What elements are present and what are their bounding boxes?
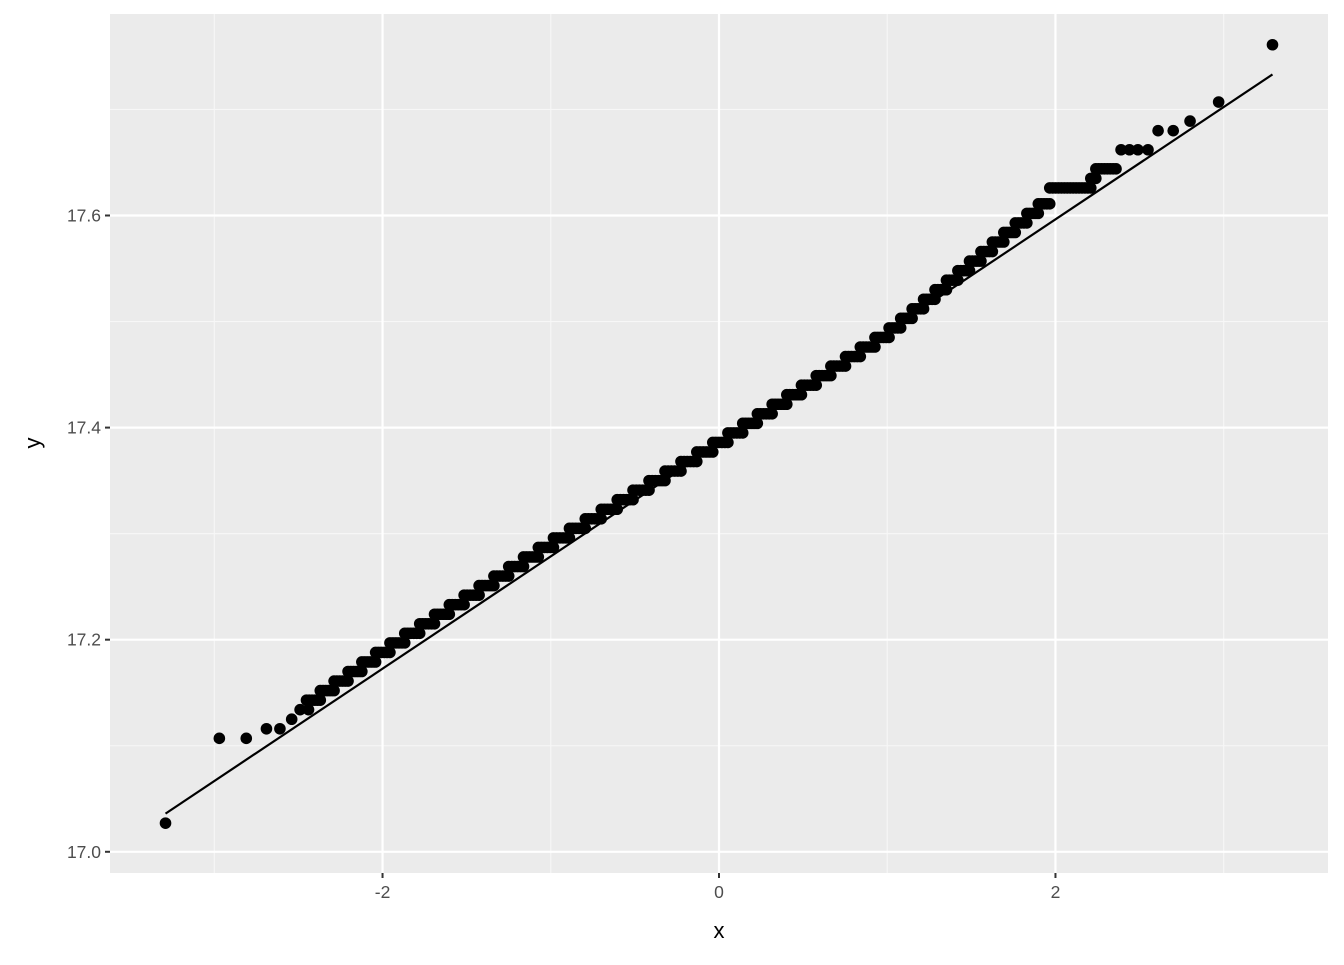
- data-point: [1032, 207, 1045, 220]
- data-point: [1115, 143, 1127, 156]
- y-tick-label: 17.6: [67, 205, 101, 225]
- x-axis: -2 0 2: [375, 873, 1061, 902]
- data-point: [532, 551, 545, 563]
- data-point: [314, 694, 327, 706]
- y-tick-label: 17.4: [67, 418, 101, 438]
- data-point: [1090, 172, 1102, 185]
- y-axis: 17.0 17.2 17.4 17.6: [67, 205, 110, 862]
- x-axis-title: x: [714, 918, 725, 943]
- data-point: [398, 637, 411, 649]
- data-point: [1184, 115, 1196, 127]
- data-point: [1123, 143, 1136, 156]
- data-point: [1084, 182, 1097, 194]
- data-point: [502, 570, 515, 582]
- data-point: [854, 350, 867, 363]
- x-tick-label: 0: [714, 882, 724, 902]
- data-point: [940, 283, 953, 296]
- data-point: [1132, 143, 1144, 156]
- data-point: [839, 360, 852, 372]
- data-point: [986, 245, 999, 258]
- data-point: [356, 665, 368, 678]
- data-point: [294, 703, 306, 716]
- data-point: [213, 732, 226, 745]
- data-point: [302, 703, 315, 716]
- data-point: [1152, 124, 1164, 137]
- x-tick-label: -2: [375, 882, 391, 902]
- data-point: [975, 255, 987, 267]
- data-point: [547, 541, 560, 554]
- y-tick-label: 17.0: [67, 842, 101, 862]
- data-point: [443, 608, 456, 621]
- data-point: [1043, 198, 1056, 210]
- data-point: [428, 617, 441, 630]
- reference-line: [164, 73, 1274, 815]
- data-point: [342, 675, 354, 687]
- data-point: [1009, 226, 1022, 239]
- data-point: [611, 503, 624, 516]
- data-point: [458, 598, 470, 611]
- data-point: [274, 722, 286, 735]
- data-point: [328, 684, 340, 697]
- data-point: [1167, 124, 1180, 137]
- data-point: [690, 455, 703, 468]
- data-point: [159, 817, 172, 829]
- data-point: [1212, 96, 1225, 108]
- data-point: [1021, 217, 1033, 229]
- data-point: [1266, 38, 1279, 51]
- data-point: [1142, 143, 1154, 156]
- data-point: [517, 560, 530, 573]
- data-point: [998, 236, 1010, 248]
- data-points: [159, 38, 1279, 829]
- data-point: [906, 312, 918, 325]
- data-point: [869, 341, 881, 353]
- data-point: [369, 656, 382, 668]
- data-point: [883, 331, 895, 344]
- data-point: [260, 722, 273, 735]
- y-tick-label: 17.2: [67, 630, 101, 650]
- data-point: [285, 713, 298, 726]
- data-point: [473, 589, 485, 601]
- data-point: [413, 627, 426, 640]
- y-axis-title: y: [20, 438, 45, 449]
- x-tick-label: 2: [1051, 882, 1061, 902]
- data-point: [825, 369, 837, 382]
- data-point: [240, 732, 253, 745]
- data-point: [488, 579, 500, 592]
- data-point: [1110, 163, 1122, 175]
- data-point: [384, 646, 396, 659]
